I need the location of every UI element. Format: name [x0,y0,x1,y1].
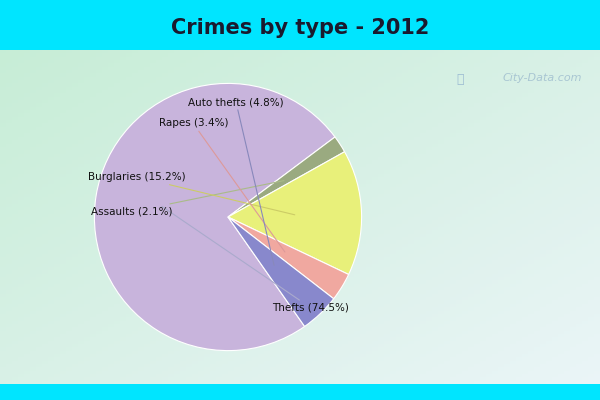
Text: Thefts (74.5%): Thefts (74.5%) [162,206,349,313]
Text: Crimes by type - 2012: Crimes by type - 2012 [171,18,429,38]
Wedge shape [228,137,344,217]
Text: ⓘ: ⓘ [456,73,464,86]
Wedge shape [228,217,334,326]
Text: Burglaries (15.2%): Burglaries (15.2%) [88,172,295,215]
Wedge shape [228,217,349,299]
Wedge shape [228,152,362,274]
Text: City-Data.com: City-Data.com [503,73,582,83]
Text: Auto thefts (4.8%): Auto thefts (4.8%) [188,97,284,265]
Text: Assaults (2.1%): Assaults (2.1%) [91,180,284,217]
Wedge shape [94,84,335,350]
Text: Rapes (3.4%): Rapes (3.4%) [158,118,285,252]
